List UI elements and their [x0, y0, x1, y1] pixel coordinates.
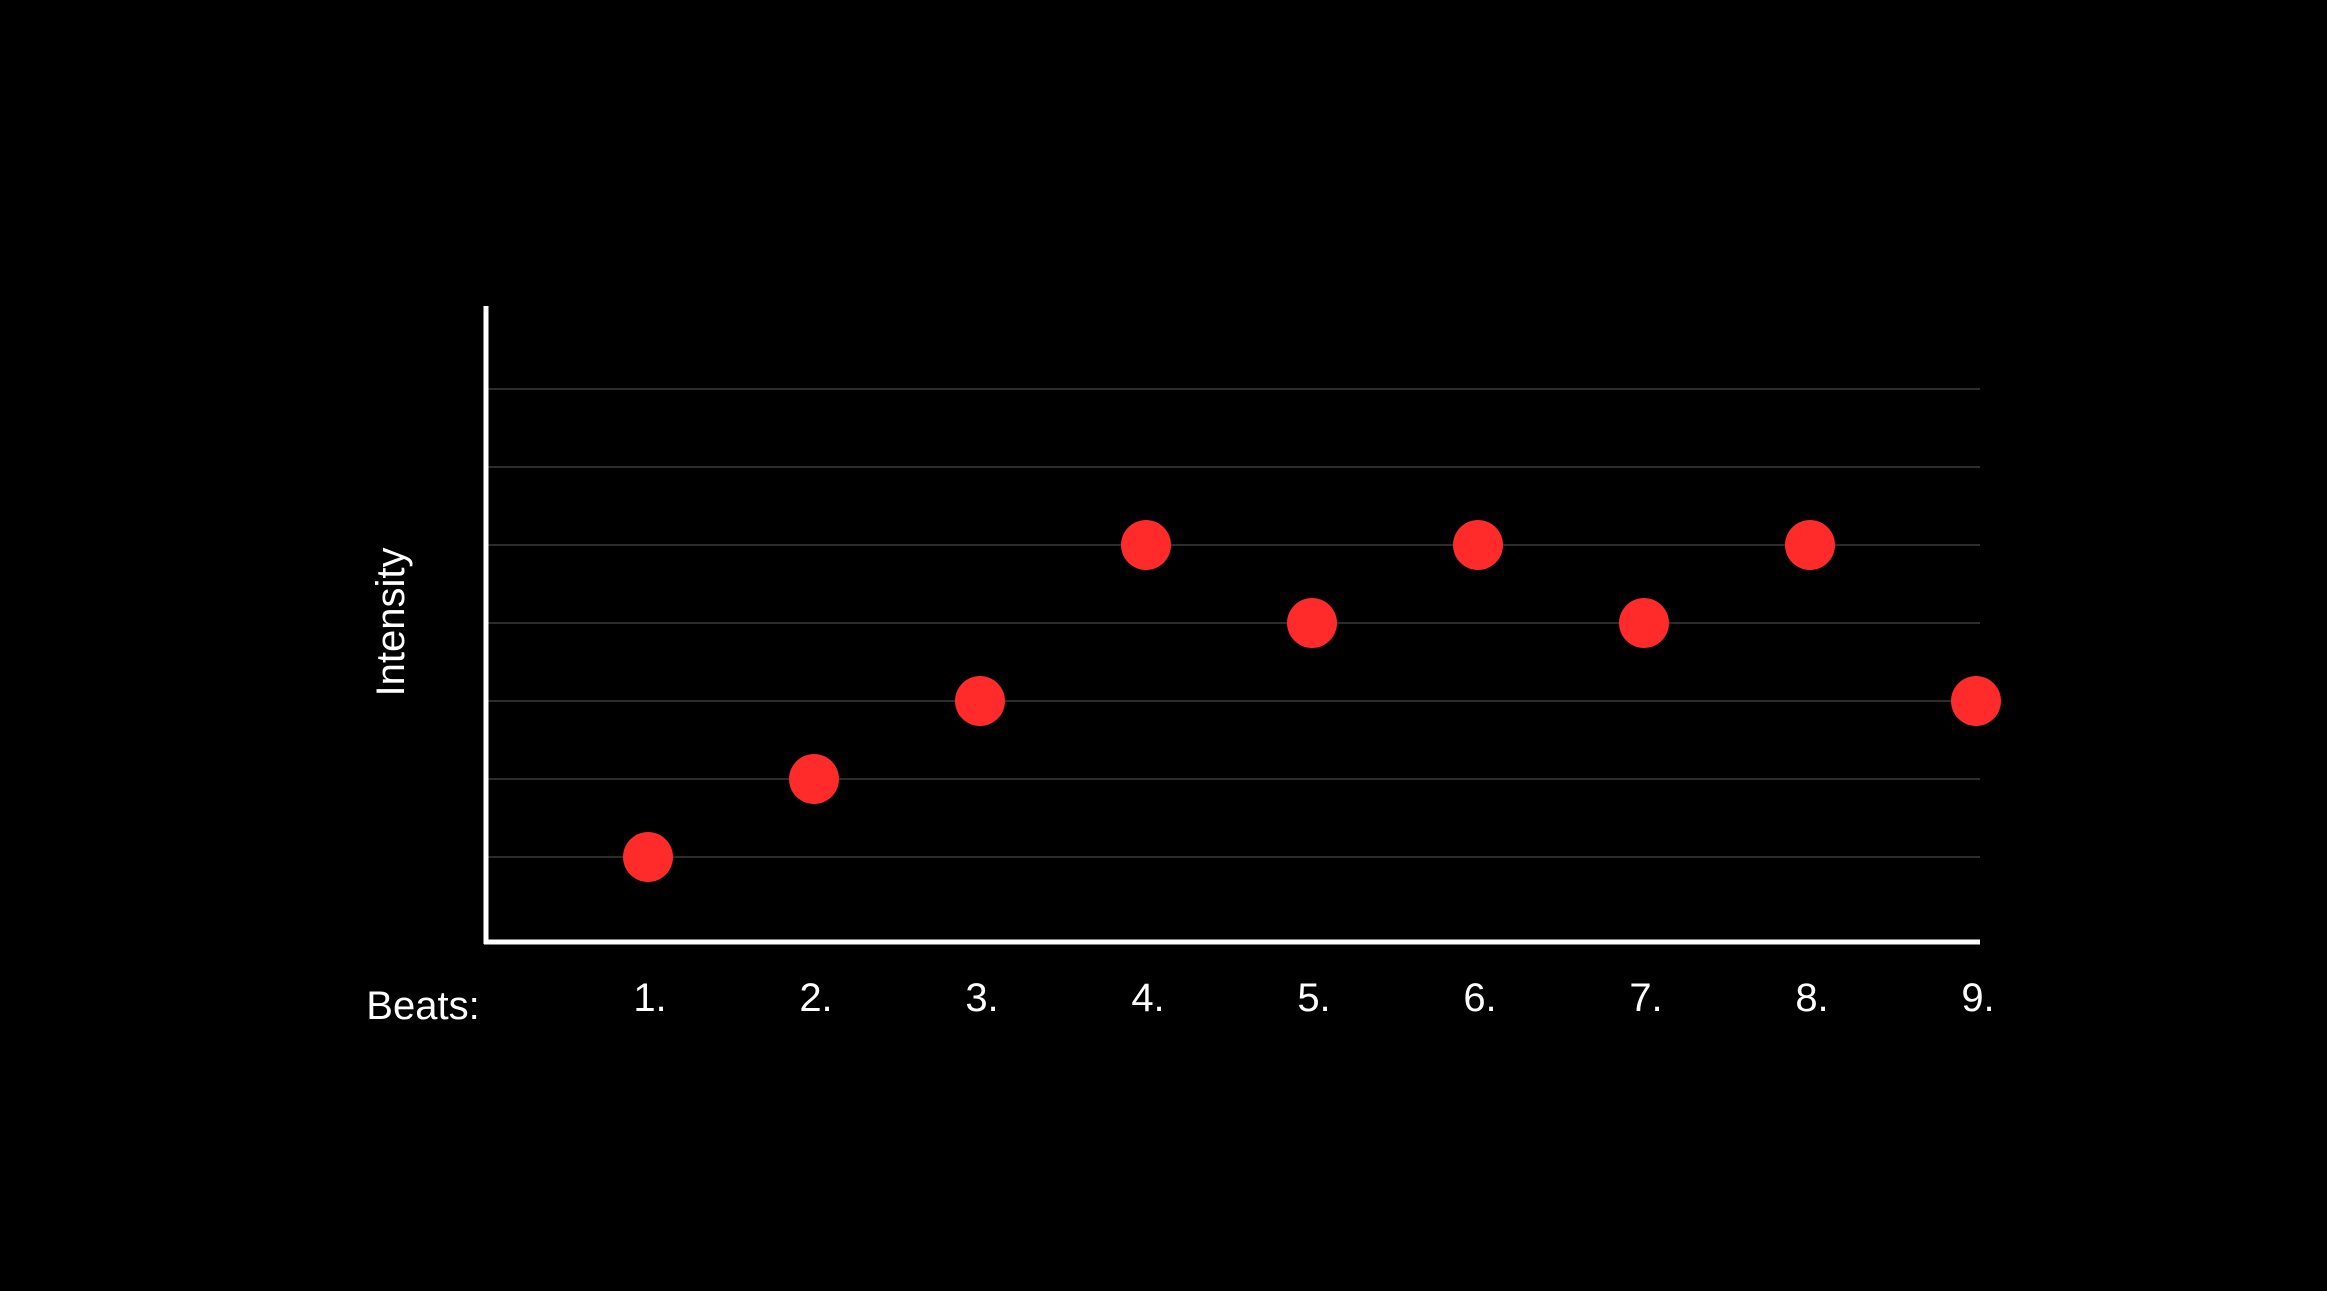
- x-tick-label: 9.: [1961, 976, 1994, 1020]
- data-point: [1951, 676, 2001, 726]
- x-tick-label: 3.: [965, 976, 998, 1020]
- y-axis-title: Intensity: [369, 548, 413, 697]
- data-point: [623, 832, 673, 882]
- axes: [483, 306, 1980, 945]
- x-tick-label: 5.: [1297, 976, 1330, 1020]
- data-point: [1121, 520, 1171, 570]
- x-tick-label: 1.: [633, 976, 666, 1020]
- data-point: [1619, 598, 1669, 648]
- x-tick-labels: 1. 2. 3. 4. 5. 6. 7. 8. 9.: [633, 976, 1994, 1020]
- data-point: [1453, 520, 1503, 570]
- x-tick-label: 7.: [1629, 976, 1662, 1020]
- data-point: [1785, 520, 1835, 570]
- x-tick-label: 2.: [799, 976, 832, 1020]
- x-tick-label: 8.: [1795, 976, 1828, 1020]
- x-tick-label: 6.: [1463, 976, 1496, 1020]
- data-point: [1287, 598, 1337, 648]
- data-point: [955, 676, 1005, 726]
- data-point: [789, 754, 839, 804]
- x-axis-prefix-label: Beats:: [366, 984, 479, 1028]
- data-points: [623, 520, 2001, 882]
- x-tick-label: 4.: [1131, 976, 1164, 1020]
- gridlines: [486, 388, 1980, 858]
